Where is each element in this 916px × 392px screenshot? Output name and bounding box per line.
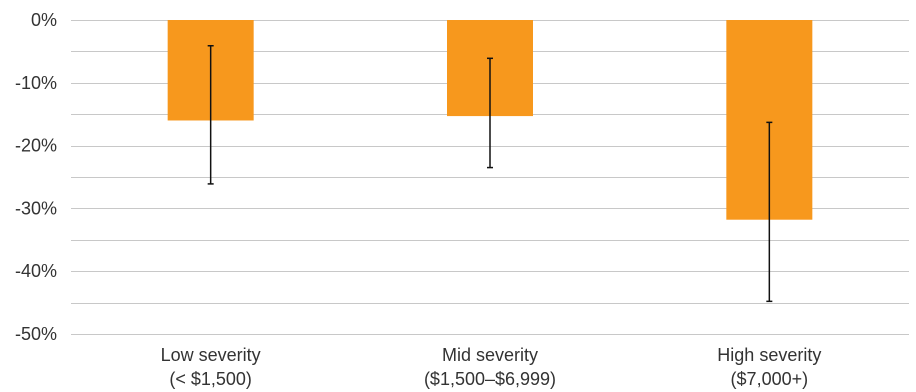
x-category-label: Mid severity xyxy=(442,345,538,365)
y-axis-tick-labels: 0% -10% -20% -30% -40% -50% xyxy=(15,10,57,344)
y-tick-label: -50% xyxy=(15,324,57,344)
y-tick-label: -30% xyxy=(15,198,57,218)
y-tick-label: 0% xyxy=(31,10,57,30)
error-bars xyxy=(207,44,773,303)
x-axis-category-labels: Low severity (< $1,500) Mid severity ($1,50… xyxy=(161,345,822,389)
x-category-label: ($1,500–$6,999) xyxy=(424,369,556,389)
y-tick-label: -20% xyxy=(15,136,57,156)
x-category-label: ($7,000+) xyxy=(731,369,809,389)
x-category-label: Low severity xyxy=(161,345,261,365)
x-category-label: (< $1,500) xyxy=(169,369,252,389)
x-category-label: High severity xyxy=(717,345,821,365)
y-tick-label: -40% xyxy=(15,261,57,281)
y-tick-label: -10% xyxy=(15,73,57,93)
